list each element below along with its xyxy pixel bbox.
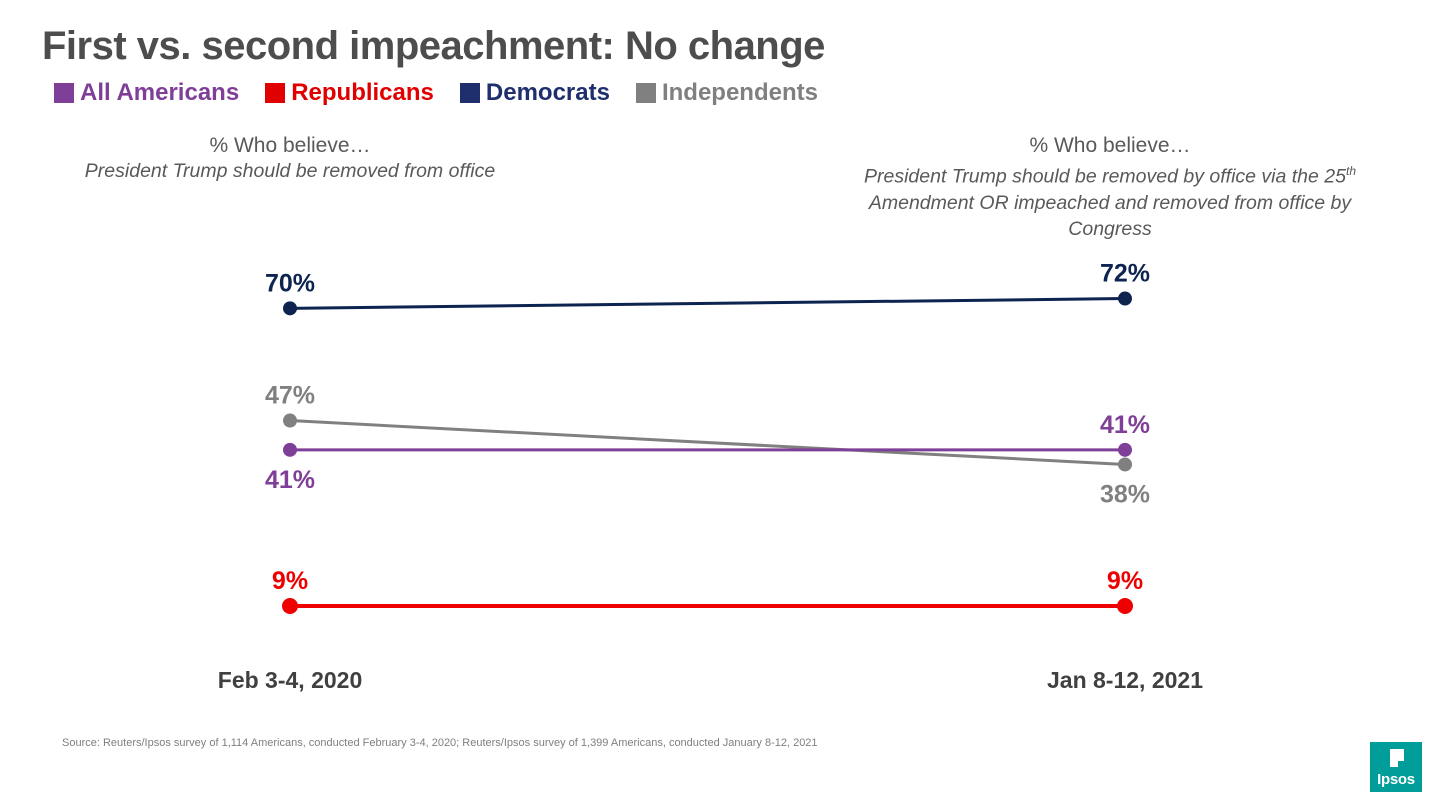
- data-label-democrats-1: 72%: [1100, 260, 1150, 288]
- x-tick-label-1: Jan 8-12, 2021: [1047, 667, 1203, 693]
- data-label-independents-0: 47%: [265, 382, 315, 410]
- ipsos-logo-text: Ipsos: [1377, 771, 1415, 788]
- legend-label-republicans: Republicans: [291, 79, 434, 106]
- data-label-all-americans-1: 41%: [1100, 411, 1150, 439]
- point-independents-0: [283, 413, 297, 428]
- subhead-left: % Who believe… President Trump should be…: [40, 134, 540, 184]
- legend-item-democrats: Democrats: [459, 79, 610, 107]
- point-all-americans-1: [1118, 442, 1132, 457]
- chart-legend: All Americans Republicans Democrats Inde…: [54, 78, 844, 108]
- data-label-independents-1: 38%: [1100, 480, 1150, 508]
- subhead-right-desc-line3: Congress: [1068, 217, 1152, 240]
- ipsos-logo: Ipsos: [1370, 742, 1422, 792]
- legend-label-all-americans: All Americans: [80, 79, 240, 106]
- point-democrats-1: [1118, 291, 1132, 306]
- subhead-right-desc-line2: Amendment OR impeached and removed from …: [868, 191, 1352, 214]
- subhead-right: % Who believe… President Trump should be…: [820, 134, 1400, 242]
- point-republicans-1: [1117, 598, 1133, 614]
- page-title: First vs. second impeachment: No change: [42, 24, 825, 68]
- point-all-americans-0: [283, 442, 297, 457]
- line-independents: [289, 419, 1126, 466]
- legend-swatch-independents: [635, 83, 656, 103]
- ipsos-logo-mark-icon: [1390, 749, 1404, 767]
- subhead-left-lead: % Who believe…: [209, 134, 371, 157]
- data-label-republicans-1: 9%: [1107, 567, 1143, 595]
- legend-label-independents: Independents: [661, 79, 818, 106]
- legend-item-republicans: Republicans: [265, 79, 434, 107]
- subhead-right-desc-sup: th: [1345, 164, 1356, 178]
- legend-label-democrats: Democrats: [485, 79, 610, 106]
- legend-item-all-americans: All Americans: [54, 79, 239, 107]
- legend-item-independents: Independents: [635, 79, 818, 107]
- subhead-left-desc: President Trump should be removed from o…: [84, 160, 496, 182]
- legend-swatch-republicans: [265, 83, 286, 103]
- data-label-republicans-0: 9%: [272, 567, 308, 595]
- legend-swatch-all-americans: [54, 83, 74, 103]
- subhead-right-lead: % Who believe…: [1029, 134, 1191, 157]
- subhead-right-desc-line1: President Trump should be removed by off…: [864, 165, 1346, 188]
- data-label-all-americans-0: 41%: [265, 466, 315, 494]
- subhead-right-desc: President Trump should be removed by off…: [820, 158, 1400, 242]
- source-note: Source: Reuters/Ipsos survey of 1,114 Am…: [62, 737, 818, 749]
- data-label-democrats-0: 70%: [265, 269, 315, 297]
- point-democrats-0: [283, 301, 297, 316]
- point-independents-1: [1118, 457, 1132, 472]
- legend-swatch-democrats: [459, 83, 480, 103]
- line-democrats: [289, 297, 1126, 310]
- x-tick-label-0: Feb 3-4, 2020: [218, 667, 362, 693]
- point-republicans-0: [282, 598, 298, 614]
